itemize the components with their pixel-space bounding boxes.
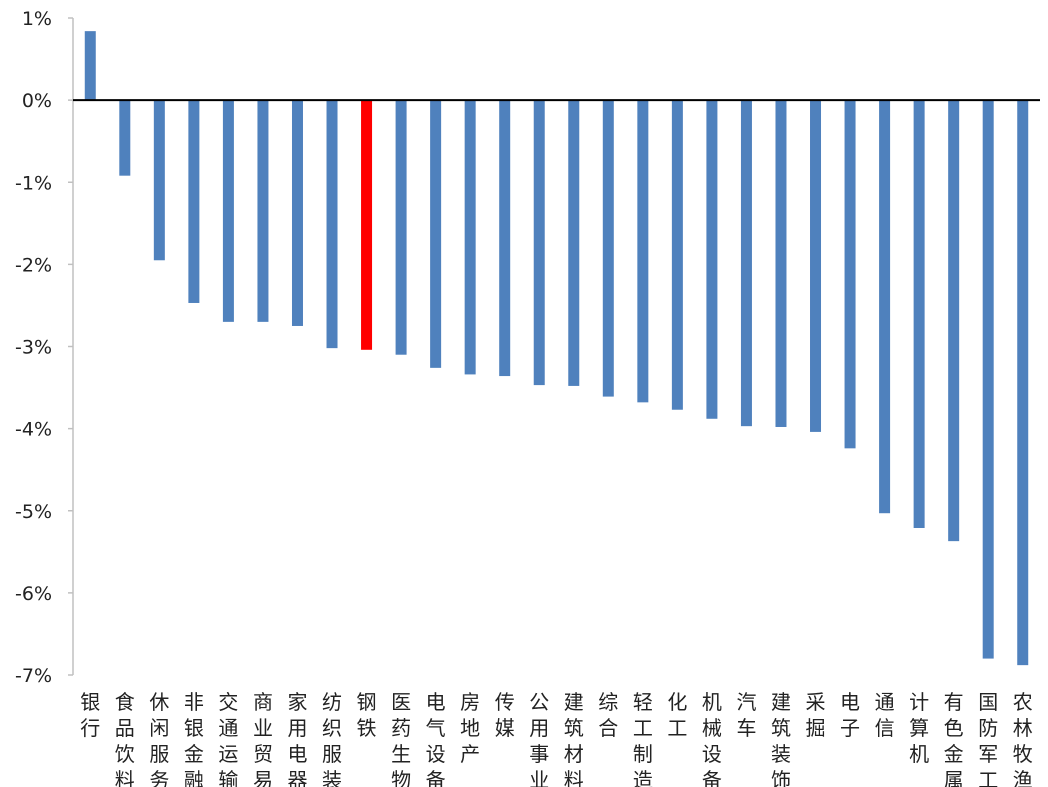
category-label: 休闲服务	[149, 690, 169, 787]
category-label: 电子	[840, 690, 860, 740]
bar	[464, 100, 476, 375]
bar	[499, 100, 511, 377]
category-label: 房地产	[460, 690, 480, 766]
y-tick-label: -2%	[15, 254, 52, 276]
category-label: 钢铁	[357, 690, 377, 740]
category-label: 银行	[80, 690, 100, 740]
category-label: 轻工制造	[633, 690, 653, 787]
y-tick-label: -3%	[15, 337, 52, 359]
bar	[257, 100, 269, 322]
bar	[775, 100, 787, 427]
bar-highlight	[361, 100, 373, 350]
category-label: 食品饮料	[115, 690, 135, 787]
category-label: 交通运输	[218, 690, 238, 787]
category-label: 国防军工	[978, 690, 998, 787]
category-label: 机械设备	[702, 690, 722, 787]
category-label: 非银金融	[184, 690, 204, 787]
bar	[982, 100, 994, 659]
bar	[913, 100, 925, 528]
category-label: 商业贸易	[253, 690, 273, 787]
category-label: 公用事业	[529, 690, 549, 787]
y-tick-label: -1%	[15, 172, 52, 194]
category-label: 通信	[875, 690, 895, 740]
y-tick-labels: 1% 0% -1% -2% -3% -4% -5% -6% -7%	[15, 8, 73, 687]
bar	[810, 100, 822, 432]
category-label: 传媒	[495, 690, 515, 740]
bar	[430, 100, 442, 368]
bar	[153, 100, 165, 261]
bar	[84, 31, 96, 101]
bar	[740, 100, 752, 427]
category-label: 家用电器	[287, 690, 307, 787]
y-tick-label: 0%	[22, 90, 52, 112]
bar	[879, 100, 891, 514]
bar	[188, 100, 200, 303]
bar	[637, 100, 649, 403]
bar	[326, 100, 338, 349]
bar	[119, 100, 131, 176]
bar	[602, 100, 614, 397]
category-label: 有色金属	[944, 690, 964, 787]
category-label: 计算机	[909, 690, 929, 766]
bar	[948, 100, 960, 542]
bar	[671, 100, 683, 410]
bar	[844, 100, 856, 449]
bar	[222, 100, 234, 322]
bar	[568, 100, 580, 386]
y-tick-label: -7%	[15, 665, 52, 687]
category-label: 采掘	[806, 690, 826, 740]
category-label: 农林牧渔	[1013, 690, 1033, 787]
y-tick-label: -4%	[15, 419, 52, 441]
category-label: 医药生物	[391, 690, 411, 787]
y-tick-label: -5%	[15, 501, 52, 523]
bars	[84, 31, 1029, 666]
category-labels: 银行食品饮料休闲服务非银金融交通运输商业贸易家用电器纺织服装钢铁医药生物电气设备…	[80, 690, 1032, 787]
bar	[1017, 100, 1029, 666]
category-label: 建筑装饰	[771, 690, 791, 787]
category-label: 综合	[598, 690, 618, 740]
y-tick-label: 1%	[22, 8, 52, 30]
y-tick-label: -6%	[15, 583, 52, 605]
category-label: 电气设备	[426, 690, 446, 787]
category-label: 建筑材料	[564, 690, 584, 787]
category-label: 汽车	[736, 690, 756, 740]
bar	[291, 100, 303, 326]
bar	[533, 100, 545, 386]
category-label: 纺织服装	[322, 690, 342, 787]
bar	[706, 100, 718, 419]
category-label: 化工	[667, 690, 687, 740]
bar	[395, 100, 407, 355]
